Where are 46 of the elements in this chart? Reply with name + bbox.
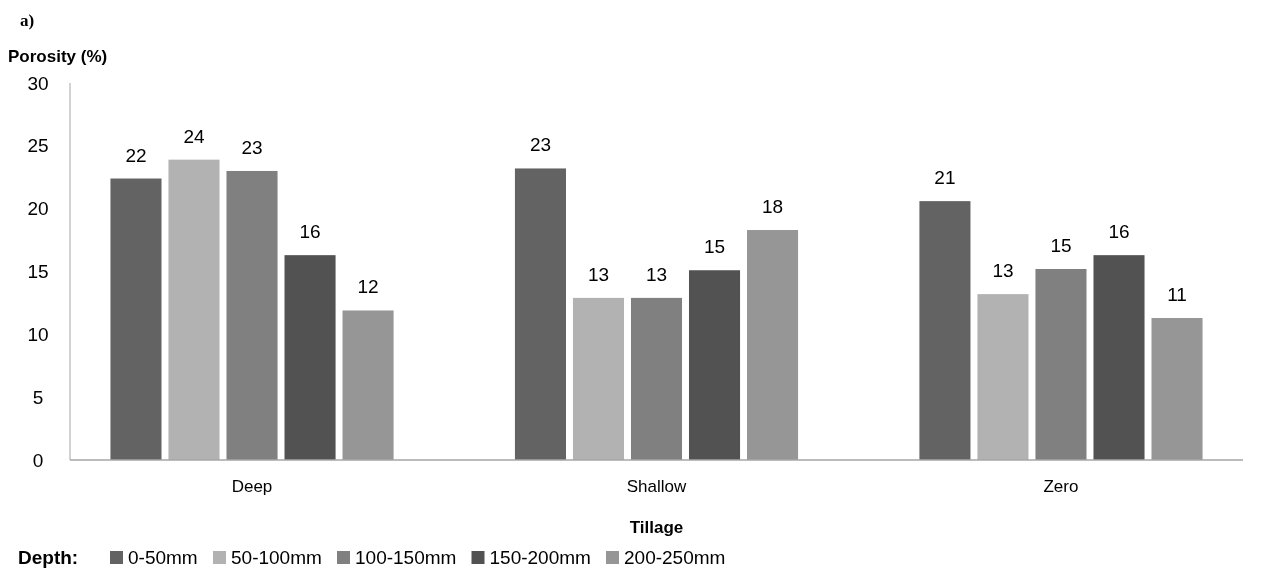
legend-label: 50-100mm bbox=[231, 547, 322, 568]
data-label: 22 bbox=[125, 144, 147, 166]
legend-label: 200-250mm bbox=[624, 547, 726, 568]
data-label: 16 bbox=[1108, 221, 1130, 243]
bar bbox=[1093, 255, 1145, 460]
bar bbox=[110, 178, 162, 460]
data-label: 13 bbox=[587, 263, 610, 285]
legend-title: Depth: bbox=[18, 547, 79, 568]
data-label: 24 bbox=[183, 125, 205, 147]
data-label: 12 bbox=[357, 276, 379, 298]
bar bbox=[630, 297, 683, 460]
data-label: 16 bbox=[299, 221, 321, 243]
data-label: 15 bbox=[1050, 234, 1072, 256]
data-label: 15 bbox=[703, 236, 726, 258]
bar bbox=[688, 270, 741, 460]
bar bbox=[514, 168, 566, 460]
data-label: 13 bbox=[645, 263, 668, 285]
y-tick-label: 25 bbox=[27, 135, 49, 157]
y-tick-label: 5 bbox=[32, 386, 44, 408]
y-tick-label: 20 bbox=[27, 198, 49, 220]
bar bbox=[342, 310, 394, 460]
data-label: 18 bbox=[761, 196, 784, 218]
bar bbox=[226, 170, 278, 460]
y-tick-label: 10 bbox=[27, 323, 49, 345]
legend-label: 0-50mm bbox=[128, 547, 198, 568]
data-label: 21 bbox=[934, 167, 956, 189]
bar bbox=[1035, 268, 1087, 460]
x-axis-title: Tillage bbox=[629, 518, 684, 537]
y-axis-title: Porosity (%) bbox=[8, 47, 108, 66]
bar bbox=[919, 201, 971, 460]
y-tick-label: 15 bbox=[27, 261, 49, 283]
legend-label: 150-200mm bbox=[489, 547, 591, 568]
data-label: 23 bbox=[241, 136, 263, 158]
legend-label: 100-150mm bbox=[355, 547, 457, 568]
bar bbox=[747, 230, 799, 460]
x-tick-label: Deep bbox=[231, 477, 273, 496]
bar bbox=[1151, 318, 1203, 460]
chart-title: a) bbox=[20, 11, 35, 30]
y-tick-label: 0 bbox=[32, 449, 44, 471]
x-tick-label: Shallow bbox=[626, 477, 687, 496]
data-label: 11 bbox=[1167, 284, 1187, 305]
data-label: 13 bbox=[992, 260, 1014, 282]
data-label: 23 bbox=[529, 134, 552, 156]
y-tick-label: 30 bbox=[27, 72, 49, 94]
x-tick-label: Zero bbox=[1043, 477, 1079, 496]
bar bbox=[284, 255, 336, 460]
